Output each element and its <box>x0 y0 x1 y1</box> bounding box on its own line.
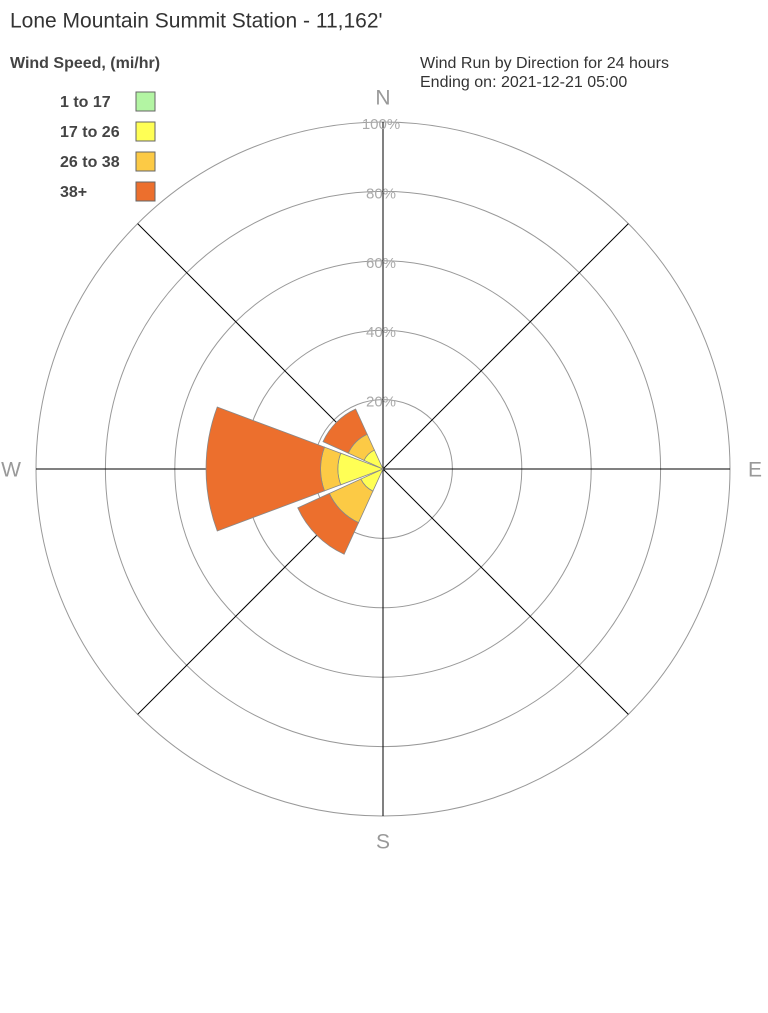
chart-title: Lone Mountain Summit Station - 11,162' <box>10 10 383 33</box>
legend-swatch <box>135 181 156 202</box>
spoke <box>382 468 629 715</box>
r-tick-label: 20% <box>366 394 396 411</box>
legend-label: 38+ <box>60 184 87 201</box>
direction-label: W <box>1 459 21 482</box>
legend-label: 17 to 26 <box>60 124 120 141</box>
subtitle: Ending on: 2021-12-21 05:00 <box>420 74 627 91</box>
direction-label: N <box>375 87 390 110</box>
legend-label: 26 to 38 <box>60 154 120 171</box>
r-tick-label: 60% <box>366 255 396 272</box>
legend-swatch <box>135 151 156 172</box>
wedge <box>322 408 368 454</box>
legend-label: 1 to 17 <box>60 94 111 111</box>
r-tick-label: 80% <box>366 185 396 202</box>
legend-swatch <box>135 121 156 142</box>
legend-swatch <box>135 91 156 112</box>
legend-title: Wind Speed, (mi/hr) <box>10 55 160 72</box>
spoke <box>382 223 629 470</box>
wedge <box>205 406 326 532</box>
r-tick-label: 100% <box>362 116 400 133</box>
wedge <box>297 492 360 555</box>
subtitle: Wind Run by Direction for 24 hours <box>420 55 669 72</box>
direction-label: S <box>376 831 390 854</box>
wedge <box>320 446 342 492</box>
direction-label: E <box>748 459 762 482</box>
r-tick-label: 40% <box>366 324 396 341</box>
